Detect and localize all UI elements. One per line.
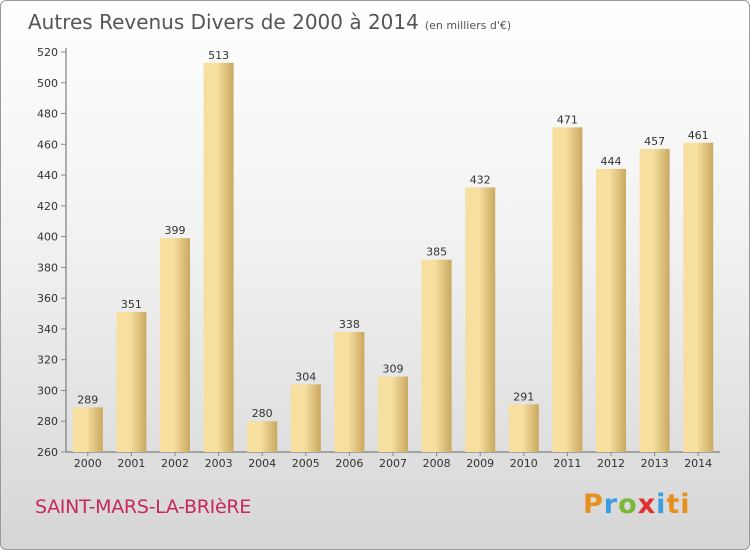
y-axis: 260 280 300 320 340 360 380 400 420 440 460 480 500 5… <box>37 46 67 459</box>
bar-value-label: 338 <box>339 318 360 331</box>
y-tick-label: 260 <box>37 446 58 459</box>
x-tick-label: 2003 <box>205 457 233 470</box>
y-tick-label: 360 <box>37 292 58 305</box>
bar-value-label: 457 <box>644 135 665 148</box>
x-tick-label: 2001 <box>117 457 145 470</box>
bar-value-label: 291 <box>513 390 534 403</box>
y-tick-label: 300 <box>37 384 58 397</box>
bar <box>378 376 408 452</box>
bar <box>290 384 321 452</box>
y-tick-label: 500 <box>37 77 58 90</box>
y-tick-label: 480 <box>37 108 58 121</box>
x-tick-label: 2010 <box>510 457 538 470</box>
x-tick-label: 2012 <box>597 457 625 470</box>
logo-letter: o <box>618 489 638 520</box>
bar-value-label: 432 <box>470 173 491 186</box>
bar <box>465 187 496 452</box>
bar-value-label: 385 <box>426 246 447 259</box>
bar-value-label: 461 <box>688 129 709 142</box>
bar <box>160 238 190 452</box>
bar-value-label: 444 <box>601 155 622 168</box>
x-tick-label: 2014 <box>684 457 712 470</box>
chart-subtitle: (en milliers d'€) <box>424 19 512 32</box>
x-tick-label: 2008 <box>423 457 451 470</box>
bar <box>203 62 234 453</box>
chart-title-main: Autres Revenus Divers de 2000 à 2014 <box>28 10 419 34</box>
y-tick-label: 520 <box>37 46 58 59</box>
x-tick-label: 2002 <box>161 457 189 470</box>
bar-value-label: 399 <box>165 224 186 237</box>
x-tick-label: 2006 <box>335 457 363 470</box>
bar <box>72 407 103 452</box>
logo-letter: ti <box>666 489 691 520</box>
bar <box>639 148 670 452</box>
bar-value-label: 513 <box>208 49 229 62</box>
bar-value-label: 289 <box>77 393 98 406</box>
bar-value-label: 351 <box>121 298 142 311</box>
x-tick-label: 2007 <box>379 457 407 470</box>
bar-value-label: 309 <box>383 363 404 376</box>
y-tick-label: 440 <box>37 169 58 182</box>
y-tick-label: 320 <box>37 354 58 367</box>
chart-title: Autres Revenus Divers de 2000 à 2014 (en … <box>28 10 511 34</box>
x-tick-label: 2000 <box>74 457 102 470</box>
x-axis: 2000 2001 2002 2003 2004 2005 2006 2007 2008 2009… <box>66 451 720 470</box>
y-tick-label: 400 <box>37 231 58 244</box>
bar <box>552 127 583 452</box>
x-tick-label: 2009 <box>466 457 494 470</box>
y-tick-label: 420 <box>37 200 58 213</box>
bar <box>334 332 365 452</box>
x-tick-label: 2011 <box>553 457 581 470</box>
bar-value-label: 471 <box>557 113 578 126</box>
bars: 289 351 399 513 280 304 338 309 385 432 291 471 444 4… <box>72 49 714 453</box>
proxiti-logo: Proxiti <box>583 489 691 520</box>
y-tick-label: 340 <box>37 323 58 336</box>
x-tick-label: 2005 <box>292 457 320 470</box>
bar <box>508 404 539 452</box>
bar <box>421 259 452 452</box>
logo-letter: P <box>583 489 604 520</box>
bar <box>596 168 626 452</box>
y-tick-label: 460 <box>37 138 58 151</box>
x-tick-label: 2004 <box>248 457 276 470</box>
bar-value-label: 304 <box>295 370 316 383</box>
y-tick-label: 280 <box>37 415 58 428</box>
x-tick-label: 2013 <box>641 457 669 470</box>
location-label: SAINT-MARS-LA-BRIèRE <box>35 496 251 518</box>
y-tick-label: 380 <box>37 261 58 274</box>
logo-letter: i <box>656 489 667 520</box>
bar-value-label: 280 <box>252 407 273 420</box>
logo-letter: x <box>637 489 657 520</box>
bar <box>247 421 278 452</box>
bar <box>116 312 147 452</box>
bar <box>683 142 714 452</box>
logo-letter: r <box>603 489 619 520</box>
